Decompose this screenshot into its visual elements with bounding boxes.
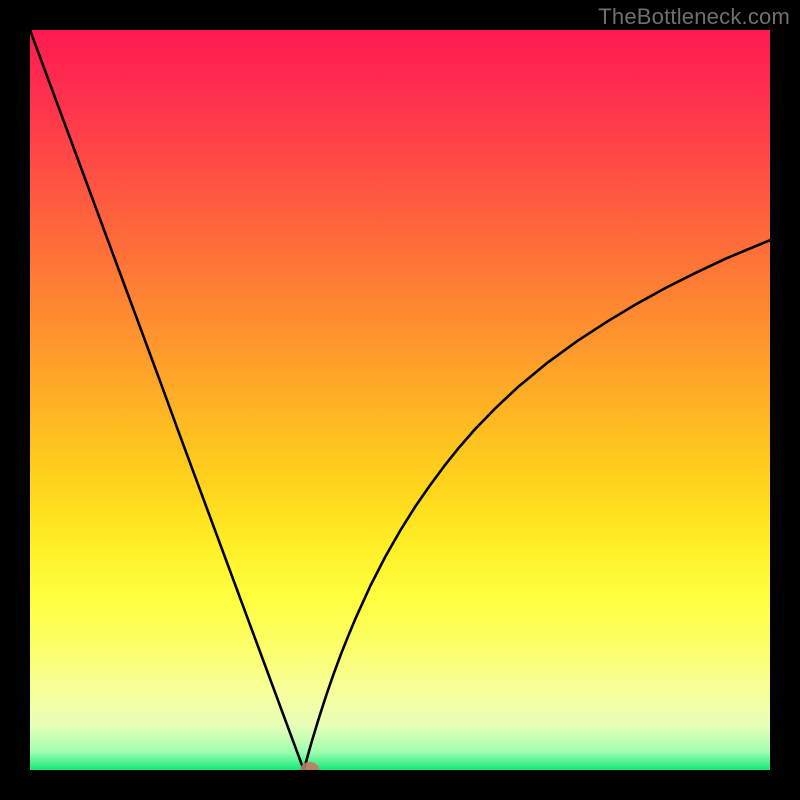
watermark-text: TheBottleneck.com (598, 4, 790, 30)
plot-area (30, 30, 770, 770)
chart-container: TheBottleneck.com (0, 0, 800, 800)
gradient-background (30, 30, 770, 770)
bottleneck-chart (30, 30, 770, 770)
